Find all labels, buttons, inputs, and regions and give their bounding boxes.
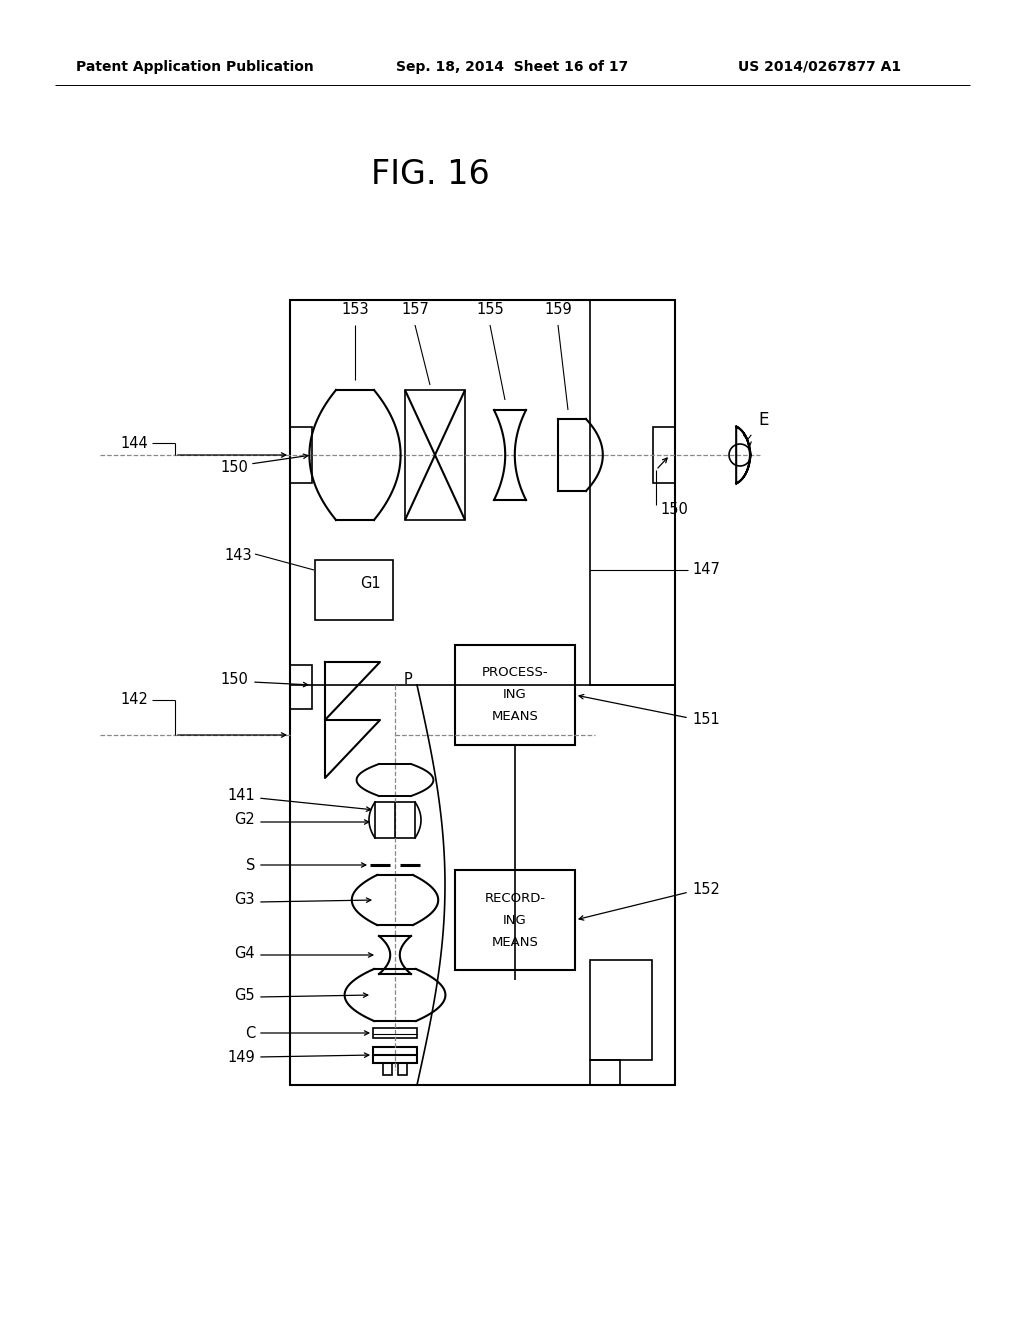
- Text: G5: G5: [234, 987, 255, 1002]
- Bar: [590, 300, 675, 685]
- Text: 141: 141: [227, 788, 255, 803]
- Bar: [375, 803, 415, 838]
- Text: G2: G2: [234, 813, 255, 828]
- Bar: [315, 560, 393, 620]
- Bar: [373, 1047, 417, 1063]
- Text: 150: 150: [220, 461, 248, 475]
- Bar: [383, 1063, 392, 1074]
- Text: 150: 150: [220, 672, 248, 688]
- Text: FIG. 16: FIG. 16: [371, 158, 489, 191]
- Bar: [653, 426, 675, 483]
- Text: 149: 149: [227, 1049, 255, 1064]
- Text: 142: 142: [120, 693, 148, 708]
- Bar: [406, 389, 465, 520]
- Text: MEANS: MEANS: [492, 710, 539, 723]
- Text: US 2014/0267877 A1: US 2014/0267877 A1: [738, 59, 901, 74]
- Text: Sep. 18, 2014  Sheet 16 of 17: Sep. 18, 2014 Sheet 16 of 17: [396, 59, 628, 74]
- Text: PROCESS-: PROCESS-: [481, 667, 548, 680]
- Bar: [455, 645, 575, 744]
- Text: Patent Application Publication: Patent Application Publication: [76, 59, 314, 74]
- Text: RECORD-: RECORD-: [484, 891, 546, 904]
- Text: 157: 157: [401, 302, 429, 318]
- Text: G3: G3: [234, 892, 255, 908]
- Bar: [590, 960, 652, 1060]
- Bar: [590, 1060, 620, 1085]
- Text: 151: 151: [692, 713, 720, 727]
- Text: G1: G1: [359, 576, 380, 590]
- Bar: [290, 300, 675, 1085]
- Text: S: S: [246, 858, 255, 873]
- Text: MEANS: MEANS: [492, 936, 539, 949]
- Bar: [455, 870, 575, 970]
- Bar: [290, 665, 312, 709]
- Text: G4: G4: [234, 945, 255, 961]
- Text: ING: ING: [503, 913, 527, 927]
- Text: ING: ING: [503, 689, 527, 701]
- Bar: [373, 1028, 417, 1038]
- Text: 144: 144: [120, 436, 148, 450]
- Text: 155: 155: [476, 302, 504, 318]
- Bar: [398, 1063, 407, 1074]
- Text: 147: 147: [692, 562, 720, 578]
- Text: C: C: [245, 1026, 255, 1040]
- Text: 153: 153: [341, 302, 369, 318]
- Text: E: E: [758, 411, 768, 429]
- Text: 143: 143: [224, 548, 252, 562]
- Bar: [290, 426, 312, 483]
- Text: P: P: [403, 672, 413, 688]
- Text: 159: 159: [544, 302, 571, 318]
- Text: 152: 152: [692, 883, 720, 898]
- Text: 150: 150: [660, 503, 688, 517]
